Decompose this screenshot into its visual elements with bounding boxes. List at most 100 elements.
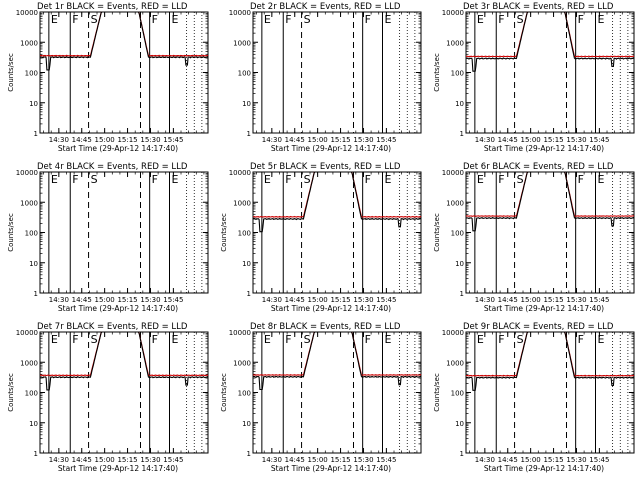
panel-title: Det 5r BLACK = Events, RED = LLD bbox=[250, 162, 401, 172]
y-axis-label: Counts/sec bbox=[433, 213, 441, 252]
panel-title: Det 7r BLACK = Events, RED = LLD bbox=[37, 322, 188, 332]
events-series-line bbox=[465, 331, 635, 391]
saa-marker-label: F bbox=[152, 13, 158, 26]
saa-marker-label: E bbox=[172, 13, 179, 26]
y-tick-label: 1 bbox=[34, 450, 38, 458]
x-axis-label: Start Time (29-Apr-12 14:17:40) bbox=[58, 304, 178, 313]
x-tick-label: 15:00 bbox=[95, 136, 115, 144]
y-tick-label: 100 bbox=[25, 390, 38, 398]
saa-marker-label: S bbox=[91, 333, 98, 346]
lld-series-line bbox=[466, 171, 635, 218]
x-tick-label: 15:15 bbox=[117, 456, 137, 464]
x-axis-label: Start Time (29-Apr-12 14:17:40) bbox=[484, 304, 604, 313]
y-tick-label: 10000 bbox=[16, 329, 38, 337]
y-tick-label: 10000 bbox=[229, 329, 251, 337]
y-tick-label: 1 bbox=[460, 290, 464, 298]
x-tick-label: 14:30 bbox=[475, 136, 495, 144]
y-axis-label: Counts/sec bbox=[220, 373, 228, 412]
saa-marker-label: F bbox=[365, 333, 371, 346]
y-tick-label: 10 bbox=[242, 100, 251, 108]
x-tick-label: 15:45 bbox=[589, 296, 609, 304]
saa-marker-label: F bbox=[285, 333, 291, 346]
panel-curves bbox=[466, 11, 635, 72]
x-tick-label: 15:15 bbox=[330, 456, 350, 464]
x-tick-label: 15:15 bbox=[543, 456, 563, 464]
x-tick-label: 15:15 bbox=[330, 136, 350, 144]
saa-marker-label: F bbox=[498, 333, 504, 346]
x-tick-label: 15:15 bbox=[543, 296, 563, 304]
x-tick-label: 15:15 bbox=[117, 296, 137, 304]
saa-marker-label: F bbox=[365, 173, 371, 186]
x-tick-label: 15:30 bbox=[353, 456, 373, 464]
saa-marker-label: F bbox=[498, 13, 504, 26]
saa-marker-label: E bbox=[385, 173, 392, 186]
x-tick-label: 15:45 bbox=[376, 296, 396, 304]
panel-title: Det 1r BLACK = Events, RED = LLD bbox=[37, 2, 188, 12]
saa-marker-label: F bbox=[285, 173, 291, 186]
x-tick-label: 15:00 bbox=[95, 296, 115, 304]
plot-frame bbox=[252, 11, 422, 134]
saa-marker-label: E bbox=[264, 13, 271, 26]
x-tick-label: 15:30 bbox=[353, 296, 373, 304]
panel-6: Det 6r BLACK = Events, RED = LLD 1 10 100 10… bbox=[433, 162, 635, 313]
y-tick-label: 10000 bbox=[442, 329, 464, 337]
saa-marker-label: F bbox=[285, 13, 291, 26]
x-tick-label: 15:15 bbox=[117, 136, 137, 144]
plot-frame bbox=[465, 11, 635, 134]
panel-title: Det 2r BLACK = Events, RED = LLD bbox=[250, 2, 401, 12]
y-tick-label: 100 bbox=[451, 70, 464, 78]
events-series-line bbox=[253, 331, 422, 391]
panel-curves bbox=[40, 331, 209, 391]
panel-title: Det 3r BLACK = Events, RED = LLD bbox=[463, 2, 614, 12]
x-tick-label: 14:30 bbox=[475, 456, 495, 464]
saa-marker-label: S bbox=[304, 173, 311, 186]
plot-frame bbox=[39, 171, 209, 294]
panel-3: Det 3r BLACK = Events, RED = LLD 1 10 100 10… bbox=[433, 2, 635, 153]
saa-marker-label: F bbox=[72, 173, 78, 186]
saa-marker-label: F bbox=[578, 13, 584, 26]
x-axis-label: Start Time (29-Apr-12 14:17:40) bbox=[271, 304, 391, 313]
lld-series-line bbox=[39, 11, 209, 57]
x-tick-label: 15:30 bbox=[140, 456, 160, 464]
y-tick-label: 1000 bbox=[446, 199, 464, 207]
y-tick-label: 100 bbox=[238, 390, 251, 398]
plot-frame bbox=[39, 11, 209, 134]
x-tick-label: 14:30 bbox=[49, 136, 69, 144]
saa-marker-label: F bbox=[72, 333, 78, 346]
y-tick-label: 100 bbox=[238, 230, 251, 238]
saa-marker-label: E bbox=[51, 13, 58, 26]
x-axis-label: Start Time (29-Apr-12 14:17:40) bbox=[271, 144, 391, 153]
y-tick-label: 10 bbox=[455, 260, 464, 268]
x-tick-label: 15:00 bbox=[521, 136, 541, 144]
x-tick-label: 15:45 bbox=[589, 456, 609, 464]
y-tick-label: 1000 bbox=[446, 39, 464, 47]
x-tick-label: 15:30 bbox=[566, 136, 586, 144]
saa-marker-label: E bbox=[598, 13, 605, 26]
lld-series-line bbox=[466, 11, 635, 58]
x-tick-label: 15:00 bbox=[308, 136, 328, 144]
plot-frame bbox=[39, 331, 209, 454]
saa-marker-label: S bbox=[517, 333, 524, 346]
x-tick-label: 15:45 bbox=[376, 456, 396, 464]
x-tick-label: 15:00 bbox=[308, 296, 328, 304]
saa-marker-label: E bbox=[51, 173, 58, 186]
x-tick-label: 15:45 bbox=[589, 136, 609, 144]
y-tick-label: 1 bbox=[247, 450, 251, 458]
events-series-line bbox=[466, 11, 635, 72]
y-tick-label: 10000 bbox=[16, 9, 38, 17]
panel-5: Det 5r BLACK = Events, RED = LLD 1 10 100 10… bbox=[220, 162, 422, 313]
x-tick-label: 14:30 bbox=[49, 456, 69, 464]
saa-marker-label: S bbox=[517, 173, 524, 186]
plot-frame bbox=[465, 171, 635, 294]
x-tick-label: 14:45 bbox=[72, 456, 92, 464]
y-tick-label: 1000 bbox=[446, 359, 464, 367]
x-tick-label: 15:30 bbox=[566, 296, 586, 304]
plot-frame bbox=[252, 331, 422, 454]
x-tick-label: 14:45 bbox=[285, 136, 305, 144]
x-tick-label: 15:00 bbox=[521, 296, 541, 304]
saa-marker-label: F bbox=[578, 333, 584, 346]
y-tick-label: 100 bbox=[451, 230, 464, 238]
x-tick-label: 15:45 bbox=[163, 136, 183, 144]
x-axis-label: Start Time (29-Apr-12 14:17:40) bbox=[484, 464, 604, 473]
x-tick-label: 14:30 bbox=[475, 296, 495, 304]
